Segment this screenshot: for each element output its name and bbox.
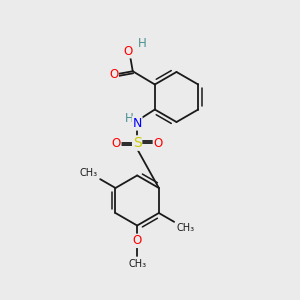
Text: O: O	[109, 68, 118, 81]
Text: N: N	[133, 117, 142, 130]
Text: CH₃: CH₃	[176, 223, 195, 233]
Text: CH₃: CH₃	[80, 168, 98, 178]
Text: O: O	[133, 234, 142, 247]
Text: H: H	[138, 38, 146, 50]
Text: O: O	[111, 136, 121, 150]
Text: O: O	[124, 45, 133, 58]
Text: O: O	[154, 136, 163, 150]
Text: CH₃: CH₃	[128, 259, 146, 269]
Text: S: S	[133, 136, 142, 150]
Text: H: H	[124, 112, 133, 125]
